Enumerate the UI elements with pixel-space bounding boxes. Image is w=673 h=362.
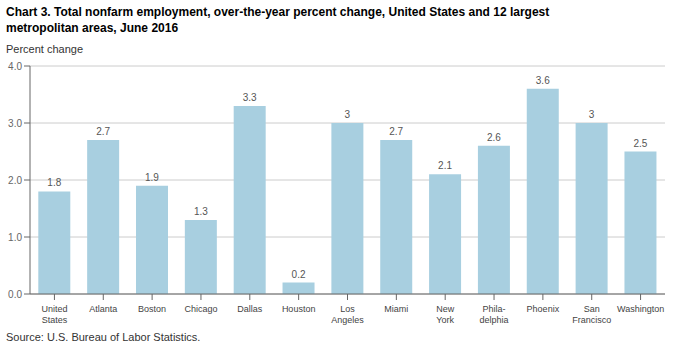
svg-text:Phila-delphia: Phila-delphia bbox=[480, 304, 509, 325]
svg-text:3: 3 bbox=[345, 109, 351, 120]
svg-text:NewYork: NewYork bbox=[436, 304, 455, 325]
svg-text:3.6: 3.6 bbox=[536, 75, 550, 86]
svg-text:Atlanta: Atlanta bbox=[89, 304, 117, 314]
html-text:Source: U.S. Bureau of Labor S: Source: U.S. Bureau of Labor Statistics. bbox=[6, 331, 201, 343]
svg-text:UnitedStates: UnitedStates bbox=[41, 304, 67, 325]
svg-text:2.0: 2.0 bbox=[8, 175, 22, 186]
svg-text:0.2: 0.2 bbox=[292, 269, 306, 280]
svg-text:Miami: Miami bbox=[384, 304, 408, 314]
html-text:Percent change: Percent change bbox=[6, 43, 84, 55]
svg-text:SanFrancisco: SanFrancisco bbox=[572, 304, 611, 325]
svg-text:Chicago: Chicago bbox=[184, 304, 217, 314]
svg-text:LosAngeles: LosAngeles bbox=[331, 304, 364, 325]
svg-text:3: 3 bbox=[589, 109, 595, 120]
svg-text:2.6: 2.6 bbox=[487, 132, 501, 143]
svg-text:2.1: 2.1 bbox=[438, 160, 452, 171]
svg-text:Houston: Houston bbox=[282, 304, 316, 314]
svg-text:1.3: 1.3 bbox=[194, 206, 208, 217]
svg-text:0.0: 0.0 bbox=[8, 289, 22, 300]
svg-text:1.8: 1.8 bbox=[47, 177, 61, 188]
svg-text:3.0: 3.0 bbox=[8, 118, 22, 129]
svg-text:Washington: Washington bbox=[617, 304, 664, 314]
svg-text:Boston: Boston bbox=[138, 304, 166, 314]
svg-text:1.9: 1.9 bbox=[145, 172, 159, 183]
svg-text:2.7: 2.7 bbox=[96, 126, 110, 137]
svg-text:4.0: 4.0 bbox=[8, 61, 22, 72]
svg-text:3.3: 3.3 bbox=[243, 92, 257, 103]
svg-text:2.7: 2.7 bbox=[389, 126, 403, 137]
svg-text:Phoenix: Phoenix bbox=[527, 304, 560, 314]
svg-text:1.0: 1.0 bbox=[8, 232, 22, 243]
svg-text:2.5: 2.5 bbox=[634, 138, 648, 149]
html-text:Chart 3. Total nonfarm employm: Chart 3. Total nonfarm employment, over-… bbox=[6, 5, 550, 35]
svg-text:Dallas: Dallas bbox=[237, 304, 263, 314]
